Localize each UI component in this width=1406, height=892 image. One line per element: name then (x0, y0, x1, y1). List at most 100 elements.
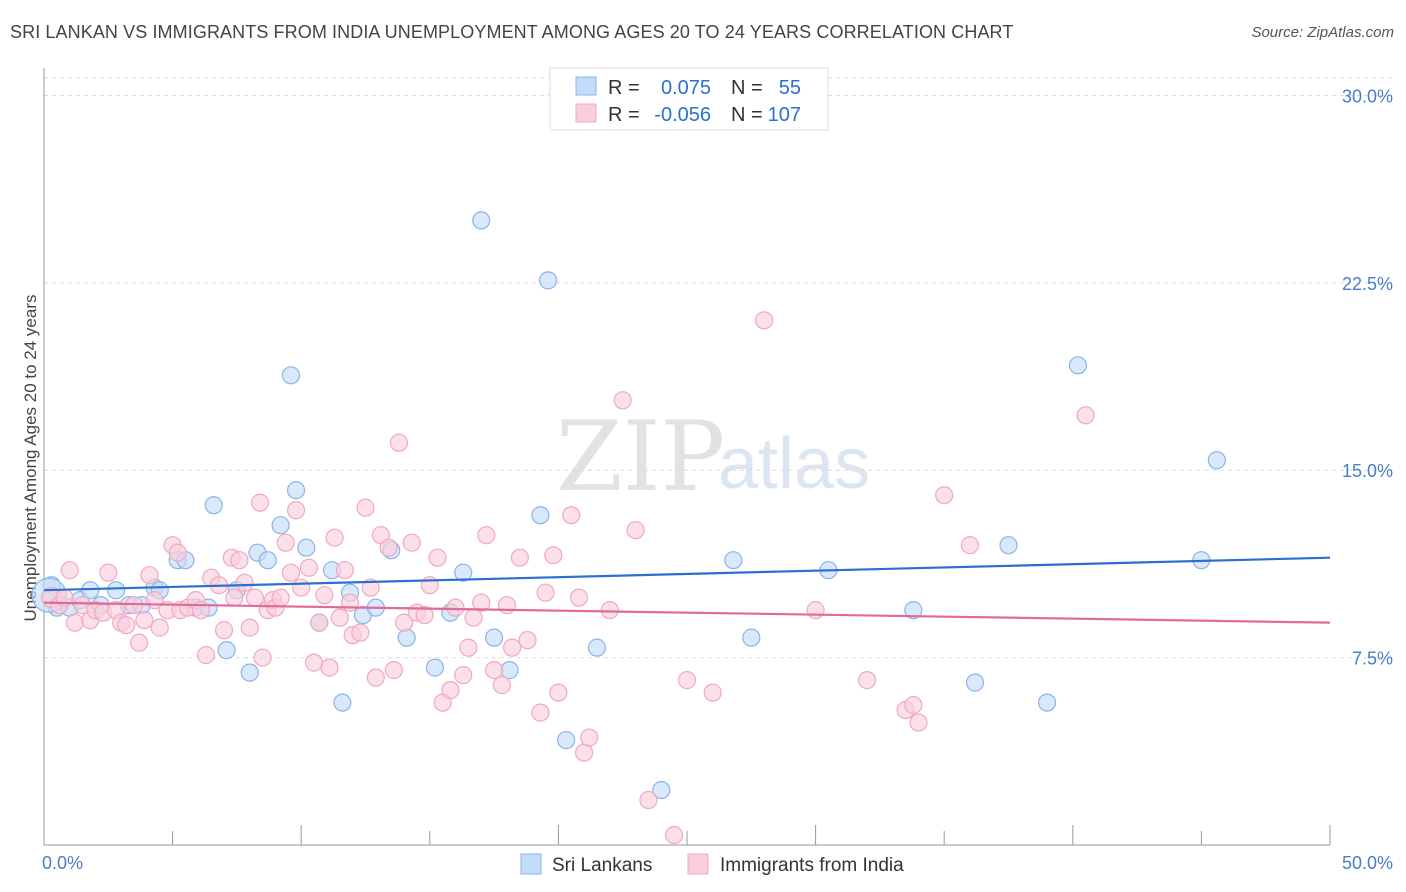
point-sri-lankans (397, 628, 416, 647)
point-immigrants-india (315, 586, 334, 605)
legend-swatch-sri-lankans (575, 76, 597, 96)
point-immigrants-india (485, 661, 504, 680)
legend-n-label-1: N = (731, 77, 763, 99)
point-immigrants-india (361, 578, 380, 597)
point-sri-lankans (965, 673, 985, 692)
legend-n-label-2: N = (731, 104, 763, 126)
point-immigrants-india (472, 593, 491, 612)
point-immigrants-india (320, 658, 339, 677)
point-sri-lankans (333, 693, 352, 712)
point-sri-lankans (557, 730, 576, 750)
point-immigrants-india (510, 548, 529, 567)
trend-lines (43, 556, 1331, 624)
point-immigrants-india (428, 548, 447, 567)
point-immigrants-india (935, 486, 954, 505)
point-immigrants-india (580, 728, 599, 747)
point-immigrants-india (250, 493, 270, 512)
point-sri-lankans (500, 661, 519, 680)
y-tick-label: 7.5% (1352, 649, 1393, 669)
y-tick-label: 22.5% (1342, 274, 1393, 294)
legend-n-value-2: 107 (768, 104, 801, 126)
point-immigrants-india (600, 601, 619, 620)
bottom-legend-label-sri-lankans: Sri Lankans (552, 855, 652, 876)
point-immigrants-india (281, 563, 301, 582)
point-immigrants-india (366, 668, 385, 687)
bottom-legend-swatch-sri-lankans (520, 853, 542, 875)
point-immigrants-india (292, 578, 311, 597)
point-immigrants-india (325, 528, 344, 547)
point-immigrants-india (562, 506, 581, 525)
x-tick-label-max: 50.0% (1342, 853, 1393, 873)
point-immigrants-india (150, 618, 169, 637)
point-sri-lankans (742, 628, 761, 647)
point-sri-lankans (652, 780, 671, 800)
point-immigrants-india (497, 596, 517, 615)
trend-line-sri-lankans (43, 556, 1331, 592)
point-immigrants-india (441, 681, 460, 700)
point-immigrants-india (464, 608, 483, 627)
point-immigrants-india (665, 825, 684, 845)
point-immigrants-india (310, 613, 329, 632)
y-axis-label: Unemployment Among Ages 20 to 24 years (21, 295, 40, 622)
point-immigrants-india (613, 391, 632, 410)
point-sri-lankans (286, 481, 306, 500)
point-sri-lankans (904, 601, 923, 620)
point-sri-lankans (204, 496, 223, 515)
point-immigrants-india (549, 683, 568, 702)
y-tick-label: 15.0% (1342, 461, 1393, 481)
point-immigrants-india (384, 661, 403, 680)
point-sri-lankans (485, 628, 504, 647)
point-immigrants-india (544, 546, 563, 565)
point-immigrants-india (960, 536, 980, 555)
point-sri-lankans (531, 506, 550, 525)
point-immigrants-india (335, 561, 355, 580)
point-immigrants-india (330, 608, 349, 627)
point-immigrants-india (240, 618, 259, 637)
point-immigrants-india (230, 551, 249, 570)
x-tick-labels: 0.0% 50.0% (42, 853, 1393, 873)
point-immigrants-india (356, 498, 375, 517)
point-immigrants-india (531, 703, 550, 722)
point-immigrants-india (65, 613, 84, 632)
correlation-legend: R = 0.075 N = 55 R = -0.056 N = 107 (549, 67, 829, 131)
point-immigrants-india (225, 588, 244, 607)
legend-r-value-1: 0.075 (661, 77, 711, 99)
point-immigrants-india (340, 593, 360, 612)
point-immigrants-india (196, 646, 216, 665)
point-sri-lankans (539, 271, 558, 290)
point-sri-lankans (587, 638, 607, 657)
point-immigrants-india (99, 563, 118, 582)
point-immigrants-india (245, 588, 265, 607)
point-immigrants-india (394, 613, 414, 632)
point-immigrants-india (536, 583, 555, 602)
point-immigrants-india (492, 676, 511, 695)
point-immigrants-india (857, 671, 877, 690)
point-immigrants-india (626, 521, 645, 540)
point-immigrants-india (402, 533, 421, 552)
point-immigrants-india (214, 621, 234, 640)
point-immigrants-india (60, 561, 79, 580)
point-sri-lankans (724, 551, 743, 570)
point-sri-lankans (217, 641, 236, 660)
legend-swatch-india (575, 103, 597, 123)
watermark-zip: ZIP (556, 401, 725, 513)
legend-r-value-2: -0.056 (654, 104, 711, 126)
point-immigrants-india (1076, 406, 1095, 425)
x-tick-label-min: 0.0% (42, 853, 83, 873)
point-immigrants-india (135, 611, 154, 630)
point-immigrants-india (168, 543, 187, 562)
point-immigrants-india (639, 790, 658, 810)
point-sri-lankans (271, 516, 290, 535)
point-sri-lankans (1207, 451, 1226, 470)
point-immigrants-india (755, 311, 774, 330)
point-immigrants-india (235, 573, 254, 592)
point-immigrants-india (271, 588, 290, 607)
trend-line-immigrants-india (43, 601, 1331, 624)
point-immigrants-india (477, 526, 496, 545)
point-sri-lankans (258, 551, 277, 570)
bottom-legend-label-india: Immigrants from India (720, 855, 904, 876)
point-immigrants-india (415, 606, 434, 625)
point-immigrants-india (806, 601, 825, 620)
point-immigrants-india (459, 638, 478, 657)
point-sri-lankans (240, 663, 259, 682)
